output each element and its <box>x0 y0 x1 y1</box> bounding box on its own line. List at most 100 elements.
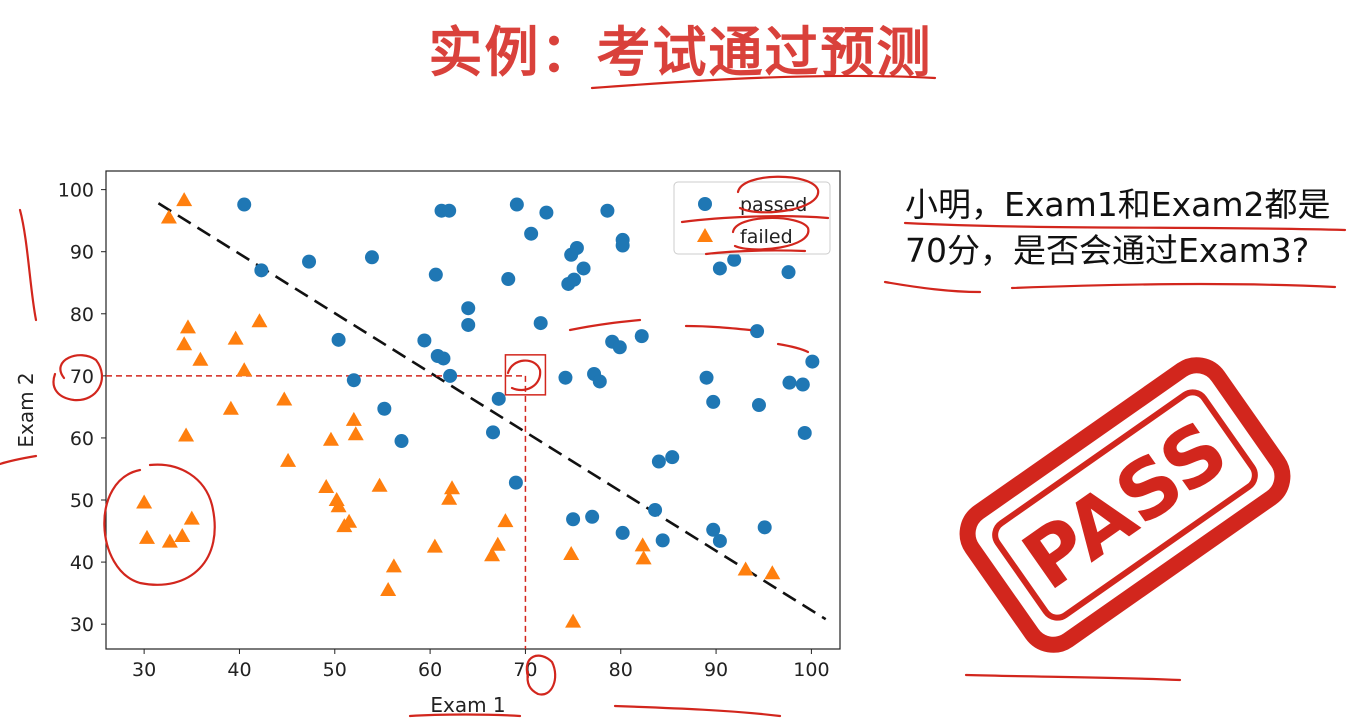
failed-point <box>222 400 239 415</box>
passed-point <box>782 375 797 390</box>
passed-point <box>461 301 476 316</box>
passed-point <box>436 351 451 366</box>
passed-point <box>491 391 506 406</box>
passed-point <box>797 425 812 440</box>
decision-boundary-line <box>157 202 827 621</box>
x70-circle <box>525 654 557 696</box>
failed-point <box>737 561 754 576</box>
y70-circle <box>52 354 103 402</box>
passed-point <box>612 340 627 355</box>
failed-point <box>174 528 191 543</box>
x-tick-label: 50 <box>323 659 347 681</box>
failed-point <box>385 558 402 573</box>
failed-point <box>280 452 297 467</box>
legend-passed-circle <box>736 175 820 214</box>
y-tick-label: 60 <box>70 428 94 450</box>
x-tick-label: 40 <box>227 659 251 681</box>
passed-point <box>558 370 573 385</box>
passed-point <box>254 263 269 278</box>
passed-point <box>442 203 457 218</box>
failed-point <box>426 538 443 553</box>
passed-point <box>524 226 539 241</box>
slide-title: 实例：考试通过预测 <box>428 21 933 84</box>
faint-stroke-1 <box>568 318 642 332</box>
failed-point <box>136 494 153 509</box>
passed-point <box>592 374 607 389</box>
stamp-inner-border <box>992 389 1258 621</box>
passed-point <box>533 316 548 331</box>
failed-point <box>347 426 364 441</box>
failed-point <box>563 546 580 561</box>
passed-point <box>428 267 443 282</box>
y-tick-label: 80 <box>70 304 94 326</box>
passed-point <box>805 354 820 369</box>
y-tick-label: 30 <box>70 614 94 636</box>
bottom-stroke <box>613 704 782 718</box>
stamp-underline <box>964 673 1182 682</box>
failed-point <box>341 513 358 528</box>
failed-point <box>178 427 195 442</box>
failed-point <box>484 547 501 562</box>
failed-point <box>251 313 268 328</box>
y-tick-label: 90 <box>70 242 94 264</box>
legend-passed-marker <box>698 197 712 211</box>
passed-point <box>331 332 346 347</box>
passed-point <box>665 450 680 465</box>
failed-point <box>380 582 397 597</box>
failed-point <box>634 537 651 552</box>
x-tick-label: 80 <box>609 659 633 681</box>
failed-point <box>345 411 362 426</box>
failed-point <box>635 550 652 565</box>
x-tick-label: 90 <box>704 659 728 681</box>
passed-point <box>600 203 615 218</box>
guide-lines-layer <box>106 354 547 649</box>
failed-point <box>497 513 514 528</box>
data-points <box>136 192 820 628</box>
passed-point <box>648 502 663 517</box>
passed-point <box>712 261 727 276</box>
failed-point <box>322 431 339 446</box>
passed-point <box>486 425 501 440</box>
legend-failed-circle <box>731 216 810 251</box>
passed-point <box>461 317 476 332</box>
passed-point <box>706 522 721 537</box>
passed-point <box>509 197 524 212</box>
passed-point <box>615 238 630 253</box>
y-axis-label: Exam 2 <box>14 372 38 447</box>
passed-point <box>302 254 317 269</box>
question-underline-3 <box>1010 282 1337 290</box>
x-tick-label: 30 <box>132 659 156 681</box>
passed-point <box>712 533 727 548</box>
failed-point <box>276 391 293 406</box>
failed-point <box>227 330 244 345</box>
passed-point <box>501 272 516 287</box>
failed-point <box>441 490 458 505</box>
failed-point <box>183 510 200 525</box>
decision-boundary-layer <box>157 202 827 621</box>
passed-point <box>443 368 458 383</box>
failed-point <box>161 533 178 548</box>
passed-point <box>781 265 796 280</box>
failed-point <box>179 319 196 334</box>
legend-box <box>673 181 831 255</box>
stamp-outer-border <box>959 357 1291 653</box>
highlight-point-box <box>504 354 547 396</box>
title-underline <box>590 74 937 90</box>
passed-point <box>377 401 392 416</box>
failed-point <box>444 480 461 495</box>
failed-point <box>176 336 193 351</box>
legend-failed-label: failed <box>740 226 793 248</box>
passed-point <box>655 533 670 548</box>
passed-point <box>566 512 581 527</box>
faint-stroke-3 <box>776 342 810 354</box>
passed-point <box>706 394 721 409</box>
passed-point <box>576 261 591 276</box>
y-tick-label: 100 <box>58 180 94 202</box>
failed-point <box>764 565 781 580</box>
faint-stroke-2 <box>684 324 752 332</box>
handwritten-annotations <box>0 74 1347 718</box>
passed-point <box>750 324 765 339</box>
x-tick-label: 60 <box>418 659 442 681</box>
